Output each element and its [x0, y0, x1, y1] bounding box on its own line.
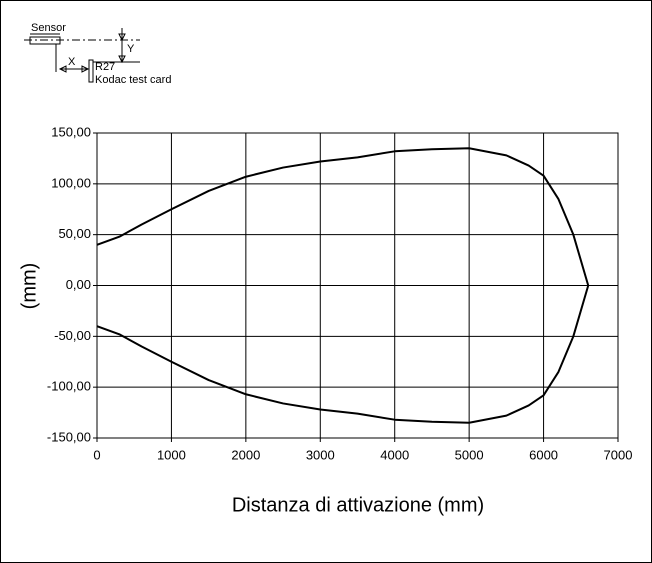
x-tick-label: 3000: [306, 447, 335, 462]
y-tick-label: 150,00: [51, 124, 91, 139]
test-card: [88, 59, 94, 83]
annotation: Y: [127, 43, 135, 55]
annotation: Kodac test card: [95, 74, 171, 86]
plot-border: [96, 132, 619, 439]
curve: [96, 147, 590, 286]
annotation: X: [68, 56, 76, 68]
annotation: Sensor: [31, 22, 66, 34]
x-arrowheads: [58, 65, 90, 73]
x-axis-label: Distanza di attivazione (mm): [232, 494, 484, 516]
x-tick-label: 1000: [157, 447, 186, 462]
x-tick-label: 0: [93, 447, 100, 462]
curve: [96, 285, 590, 424]
y-tick-label: -50,00: [54, 328, 91, 343]
y-tick-label: 100,00: [51, 175, 91, 190]
y-tick-label: -100,00: [47, 379, 91, 394]
sensor-box: [29, 36, 61, 45]
x-tick-label: 4000: [380, 447, 409, 462]
y-axis-label: (mm): [18, 263, 40, 310]
x-tick-label: 2000: [231, 447, 260, 462]
x-tick-label: 6000: [529, 447, 558, 462]
sensor-diagram: [24, 28, 140, 83]
annotation: R27: [95, 61, 115, 73]
y-tick-label: 0,00: [66, 277, 91, 292]
x-tick-label: 5000: [455, 447, 484, 462]
y-tick-label: 50,00: [58, 226, 91, 241]
x-tick-label: 7000: [604, 447, 633, 462]
y-tick-label: -150,00: [47, 429, 91, 444]
y-arrowheads: [118, 33, 126, 64]
